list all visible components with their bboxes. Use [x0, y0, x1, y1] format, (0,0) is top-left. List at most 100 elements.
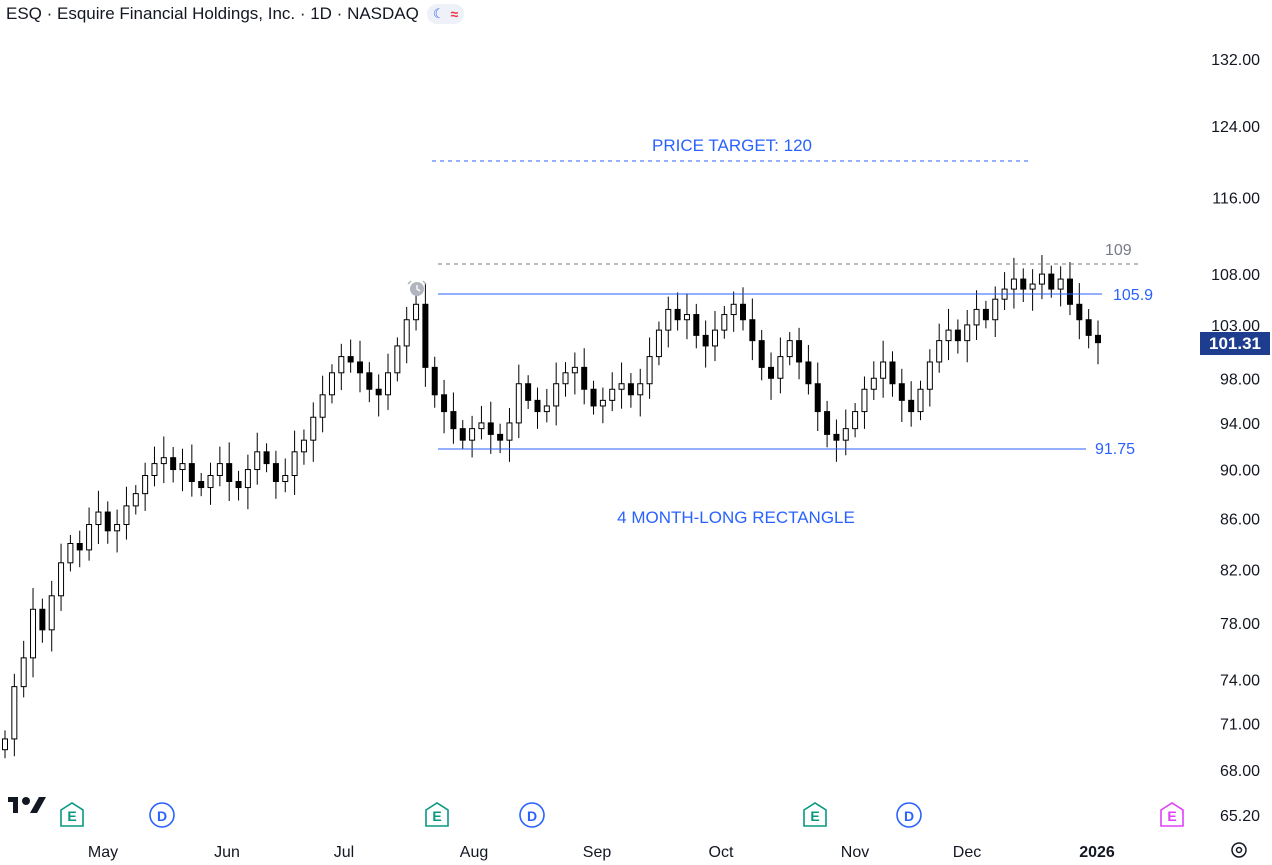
candle-up — [842, 428, 849, 441]
candle-up — [861, 388, 868, 413]
candle-down — [889, 361, 896, 385]
candle-down — [674, 308, 681, 321]
candle-up — [964, 324, 971, 342]
candle-up — [132, 493, 139, 507]
chart-header: ESQ · Esquire Financial Holdings, Inc. ·… — [6, 2, 465, 26]
candle-down — [805, 361, 812, 385]
svg-text:D: D — [157, 808, 167, 824]
candle-down — [627, 383, 634, 396]
candle-up — [571, 366, 578, 374]
candles — [2, 254, 1101, 759]
candle-up — [319, 394, 326, 418]
candle-down — [898, 383, 905, 401]
y-tick-label: 98.00 — [1220, 371, 1260, 388]
candle-up — [655, 329, 662, 358]
alarm-clock-icon[interactable] — [407, 280, 427, 296]
y-tick-label: 82.00 — [1220, 562, 1260, 579]
candle-up — [599, 399, 606, 407]
candle-up — [338, 356, 345, 374]
candle-up — [609, 388, 616, 401]
earnings-icon[interactable]: E — [803, 802, 827, 827]
price-axis[interactable]: 132.00 124.00 116.00 108.00 103.00 98.00 94.00… — [1211, 52, 1260, 825]
rectangle-label[interactable]: 4 MONTH-LONG RECTANGLE — [617, 508, 855, 527]
candle-down — [581, 366, 588, 390]
candle-up — [20, 657, 27, 688]
candle-down — [1076, 303, 1083, 321]
svg-text:D: D — [904, 808, 914, 824]
candle-down — [198, 481, 205, 489]
last-price-value: 101.31 — [1209, 334, 1261, 353]
candle-down — [1048, 273, 1055, 290]
candle-down — [441, 394, 448, 413]
candle-down — [982, 308, 989, 321]
candle-up — [506, 422, 513, 441]
y-tick-label: 132.00 — [1211, 52, 1260, 69]
y-tick-label: 103.00 — [1211, 318, 1260, 335]
y-tick-label: 108.00 — [1211, 267, 1260, 284]
svg-text:E: E — [67, 808, 76, 824]
svg-text:E: E — [432, 808, 441, 824]
candle-down — [235, 481, 242, 489]
y-tick-label: 94.00 — [1220, 416, 1260, 433]
candle-down — [272, 463, 279, 483]
y-tick-label: 116.00 — [1212, 191, 1260, 208]
candle-up — [683, 314, 690, 321]
candle-up — [926, 361, 933, 390]
earnings-icon[interactable]: E — [1160, 802, 1184, 827]
candle-up — [403, 319, 410, 347]
wave-icon[interactable]: ≈ — [450, 6, 459, 22]
earnings-icon[interactable]: E — [425, 802, 449, 827]
candle-up — [86, 524, 93, 551]
price-target-label[interactable]: PRICE TARGET: 120 — [652, 136, 812, 155]
candle-down — [833, 433, 840, 441]
candle-up — [553, 383, 560, 407]
time-axis[interactable]: May Jun Jul Aug Sep Oct Nov Dec 2026 — [88, 844, 1115, 861]
y-tick-label: 65.20 — [1220, 808, 1260, 825]
candle-down — [263, 451, 270, 465]
x-tick-label: Oct — [709, 844, 734, 861]
candle-up — [282, 475, 289, 483]
candle-down — [450, 411, 457, 430]
y-tick-label: 68.00 — [1220, 763, 1260, 780]
candle-up — [543, 405, 550, 413]
candle-down — [375, 388, 382, 396]
candle-up — [1057, 278, 1064, 290]
x-tick-label: Jun — [214, 844, 240, 861]
tradingview-logo[interactable] — [8, 797, 46, 813]
candle-up — [786, 340, 793, 358]
candle-up — [123, 505, 130, 526]
candle-up — [95, 511, 102, 526]
symbol-title[interactable]: ESQ · Esquire Financial Holdings, Inc. ·… — [6, 4, 419, 23]
candle-up — [515, 383, 522, 424]
dividend-icon[interactable]: D — [149, 802, 175, 828]
last-price-tag: 101.31 — [1200, 332, 1270, 355]
dividend-icon[interactable]: D — [519, 802, 545, 828]
svg-text:E: E — [1167, 808, 1176, 824]
candle-up — [48, 595, 55, 631]
candle-down — [459, 428, 466, 441]
candle-down — [347, 356, 354, 363]
x-tick-label: Dec — [953, 844, 981, 861]
svg-text:D: D — [527, 808, 537, 824]
candle-down — [1095, 334, 1101, 344]
candle-up — [917, 388, 924, 413]
x-tick-label: Nov — [841, 844, 869, 861]
y-tick-label: 74.00 — [1220, 672, 1260, 689]
candle-down — [1085, 319, 1092, 336]
y-tick-label: 124.00 — [1211, 119, 1260, 136]
candle-up — [973, 308, 980, 326]
settings-icon[interactable] — [1231, 842, 1247, 858]
candle-up — [1010, 278, 1017, 290]
candle-up — [207, 475, 214, 489]
candle-up — [385, 372, 392, 396]
candle-up — [58, 562, 65, 597]
dividend-icon[interactable]: D — [896, 802, 922, 828]
candle-up — [394, 345, 401, 374]
market-status-moon-icon[interactable]: ☾ — [432, 6, 445, 21]
candle-up — [936, 340, 943, 363]
status-pills[interactable]: ☾ ≈ — [426, 4, 465, 24]
earnings-icon[interactable]: E — [60, 802, 84, 827]
candle-down — [534, 399, 541, 413]
candle-down — [693, 314, 700, 336]
